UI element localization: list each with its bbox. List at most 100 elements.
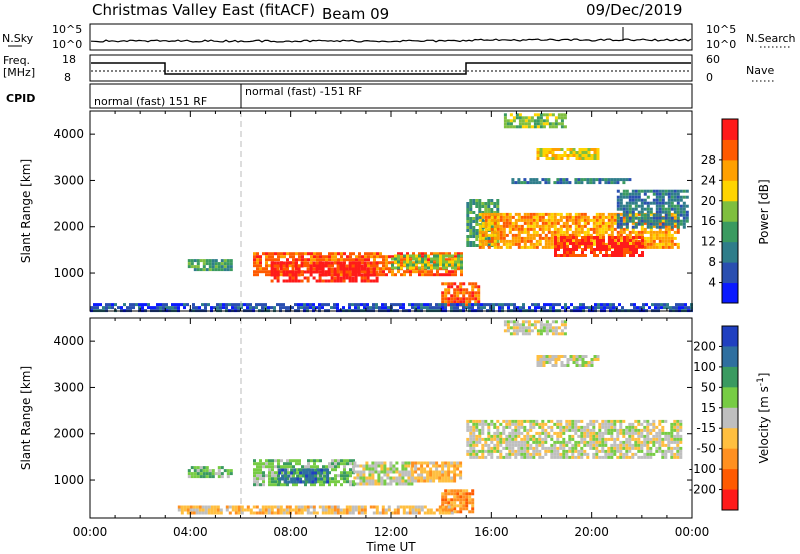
heatmap-cell	[682, 201, 686, 205]
heatmap-cell	[574, 419, 578, 423]
heatmap-cell	[577, 425, 581, 429]
heatmap-cell	[554, 154, 558, 157]
heatmap-cell	[535, 245, 539, 249]
heatmap-cell	[226, 265, 230, 269]
heatmap-cell	[471, 492, 475, 496]
heatmap-cell	[274, 465, 277, 469]
heatmap-cell	[438, 511, 442, 515]
nsky-label: N.Sky	[2, 32, 34, 45]
heatmap-cell	[415, 267, 418, 271]
heatmap-cell	[474, 285, 478, 289]
heatmap-cell	[544, 239, 548, 243]
heatmap-cell	[326, 471, 330, 475]
heatmap-cell	[226, 475, 230, 479]
heatmap-cell	[607, 178, 611, 182]
heatmap-cell	[593, 148, 597, 151]
heatmap-cell	[380, 470, 384, 474]
heatmap-cell	[610, 425, 614, 429]
heatmap-cell	[649, 189, 653, 193]
heatmap-cell	[407, 476, 411, 480]
heatmap-cell	[661, 431, 665, 435]
heatmap-cell	[646, 242, 650, 246]
heatmap-cell	[391, 270, 394, 274]
heatmap-cell	[358, 255, 361, 259]
heatmap-cell	[537, 306, 540, 310]
heatmap-cell	[217, 472, 221, 476]
heatmap-cell	[554, 332, 558, 336]
heatmap-cell	[676, 455, 680, 459]
heatmap-cell	[361, 255, 364, 259]
heatmap-cell	[622, 443, 626, 447]
heatmap-cell	[400, 264, 403, 268]
heatmap-cell	[345, 270, 349, 274]
heatmap-cell	[408, 508, 412, 512]
heatmap-cell	[594, 306, 597, 310]
heatmap-cell	[217, 265, 221, 269]
heatmap-cell	[625, 178, 629, 182]
beam-label: Beam 09	[322, 5, 389, 23]
heatmap-cell	[631, 201, 635, 205]
heatmap-cell	[598, 224, 602, 228]
heatmap-cell	[643, 221, 647, 225]
heatmap-cell	[415, 263, 418, 267]
heatmap-cell	[619, 192, 623, 196]
heatmap-cell	[487, 422, 491, 426]
y-tick-label: 2000	[53, 220, 84, 234]
heatmap-cell	[459, 510, 463, 514]
heatmap-cell	[469, 431, 473, 435]
heatmap-cell	[586, 425, 590, 429]
heatmap-cell	[362, 482, 366, 486]
heatmap-cell	[649, 437, 653, 441]
heatmap-cell	[404, 467, 408, 471]
heatmap-cell	[217, 475, 221, 479]
heatmap-cell	[289, 474, 292, 478]
heatmap-cell	[301, 255, 304, 259]
heatmap-cell	[331, 252, 334, 256]
heatmap-cell	[180, 505, 184, 509]
heatmap-cell	[529, 455, 533, 459]
heatmap-cell	[508, 437, 512, 441]
heatmap-cell	[514, 212, 518, 216]
heatmap-cell	[508, 440, 512, 444]
heatmap-cell	[554, 125, 558, 129]
heatmap-cell	[342, 261, 346, 265]
heatmap-cell	[646, 204, 650, 208]
heatmap-cell	[560, 113, 564, 117]
heatmap-cell	[318, 261, 322, 265]
heatmap-cell	[578, 151, 582, 154]
heatmap-cell	[398, 470, 402, 474]
heatmap-cell	[457, 263, 460, 267]
heatmap-cell	[490, 419, 494, 423]
heatmap-cell	[655, 431, 659, 435]
heatmap-cell	[255, 505, 259, 509]
heatmap-cell	[493, 431, 497, 435]
heatmap-cell	[438, 470, 442, 474]
heatmap-cell	[318, 264, 322, 268]
heatmap-cell	[377, 473, 381, 477]
heatmap-cell	[484, 205, 488, 208]
heatmap-cell	[640, 446, 644, 450]
freq-trace	[91, 62, 691, 75]
heatmap-cell	[560, 361, 564, 364]
heatmap-cell	[442, 260, 445, 264]
heatmap-cell	[598, 434, 602, 438]
heatmap-cell	[549, 303, 552, 307]
heatmap-cell	[566, 245, 569, 248]
heatmap-cell	[603, 303, 606, 307]
heatmap-cell	[421, 263, 424, 267]
heatmap-cell	[471, 291, 475, 295]
heatmap-cell	[589, 178, 593, 182]
heatmap-cell	[548, 125, 552, 129]
heatmap-cell	[583, 449, 587, 453]
heatmap-cell	[496, 455, 500, 459]
heatmap-cell	[571, 455, 575, 459]
heatmap-cell	[381, 303, 384, 307]
heatmap-cell	[549, 306, 552, 310]
heatmap-cell	[430, 260, 433, 264]
heatmap-cell	[453, 300, 457, 304]
heatmap-cell	[432, 473, 436, 477]
heatmap-cell	[180, 508, 184, 512]
heatmap-cell	[505, 455, 509, 459]
heatmap-cell	[538, 218, 542, 222]
heatmap-cell	[259, 255, 262, 259]
